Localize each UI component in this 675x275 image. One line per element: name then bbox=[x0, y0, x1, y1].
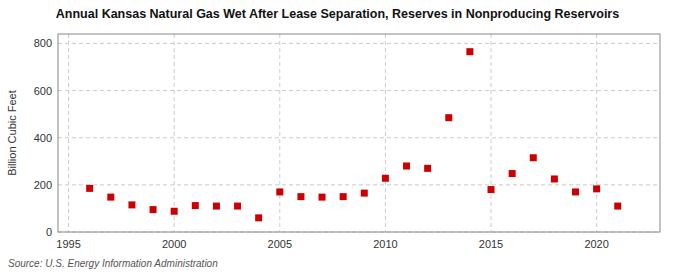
point bbox=[255, 214, 262, 221]
point bbox=[509, 170, 516, 177]
x-tick-label: 2020 bbox=[584, 238, 608, 250]
point bbox=[276, 188, 283, 195]
y-tick-label: 0 bbox=[46, 226, 52, 238]
point bbox=[150, 206, 157, 213]
point bbox=[171, 208, 178, 215]
point bbox=[319, 194, 326, 201]
x-grid-line bbox=[174, 34, 175, 232]
point bbox=[128, 201, 135, 208]
x-grid-line bbox=[596, 34, 597, 232]
y-tick-label: 800 bbox=[34, 37, 52, 49]
point bbox=[403, 163, 410, 170]
y-grid-line bbox=[58, 43, 660, 44]
plot-frame bbox=[58, 34, 660, 232]
point bbox=[361, 190, 368, 197]
points bbox=[86, 48, 621, 221]
y-grid-line bbox=[58, 137, 660, 138]
point bbox=[424, 165, 431, 172]
point bbox=[593, 185, 600, 192]
point bbox=[614, 203, 621, 210]
point bbox=[530, 154, 537, 161]
source-annotation: Source: U.S. Energy Information Administ… bbox=[8, 258, 218, 269]
point bbox=[382, 175, 389, 182]
chart: Annual Kansas Natural Gas Wet After Leas… bbox=[0, 0, 675, 275]
point bbox=[192, 202, 199, 209]
point bbox=[213, 203, 220, 210]
point bbox=[86, 185, 93, 192]
point bbox=[340, 193, 347, 200]
x-grid-line bbox=[491, 34, 492, 232]
point bbox=[572, 188, 579, 195]
point bbox=[551, 175, 558, 182]
point bbox=[445, 114, 452, 121]
point bbox=[466, 48, 473, 55]
x-tick-label: 2005 bbox=[268, 238, 292, 250]
y-grid-line bbox=[58, 184, 660, 185]
x-tick-label: 1995 bbox=[56, 238, 80, 250]
x-tick-label: 2000 bbox=[162, 238, 186, 250]
point bbox=[234, 203, 241, 210]
x-grid-line bbox=[385, 34, 386, 232]
x-tick-label: 2015 bbox=[479, 238, 503, 250]
x-tick-label: 2010 bbox=[373, 238, 397, 250]
y-grid-line bbox=[58, 90, 660, 91]
y-tick-label: 600 bbox=[34, 85, 52, 97]
point bbox=[107, 194, 114, 201]
title: Annual Kansas Natural Gas Wet After Leas… bbox=[56, 7, 619, 21]
x-grid-line bbox=[279, 34, 280, 232]
point bbox=[488, 186, 495, 193]
y-axis-label: Billion Cubic Feet bbox=[6, 90, 18, 176]
x-grid-line bbox=[68, 34, 69, 232]
y-tick-label: 400 bbox=[34, 132, 52, 144]
grid bbox=[58, 34, 660, 232]
y-tick-label: 200 bbox=[34, 179, 52, 191]
point bbox=[297, 193, 304, 200]
